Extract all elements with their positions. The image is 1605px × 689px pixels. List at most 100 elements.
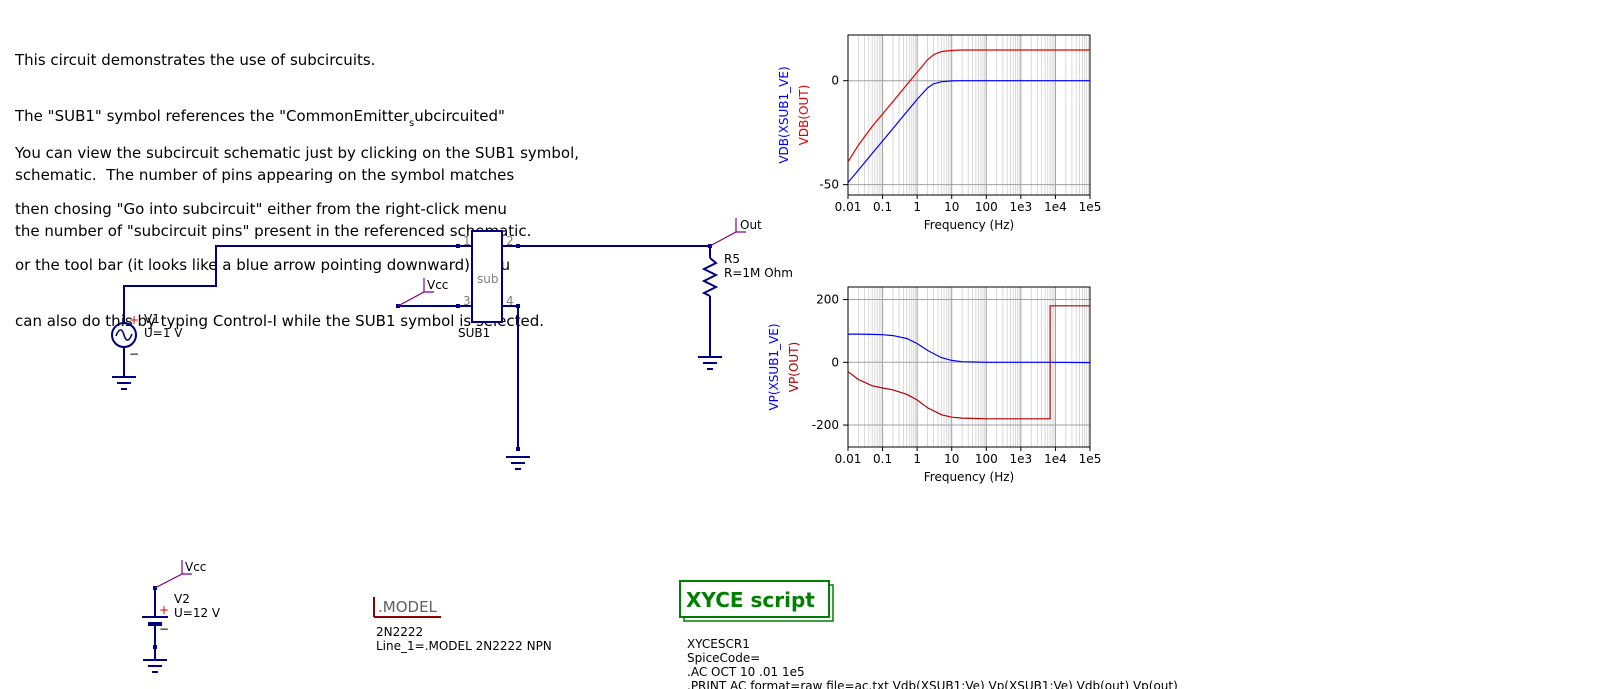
sub1-name: SUB1 — [458, 326, 490, 340]
axes-frame — [847, 286, 1091, 448]
ground-icon — [143, 659, 167, 673]
sub1-pin-label: 3 — [463, 294, 471, 308]
v2-plus: + — [159, 603, 169, 617]
xyce-line: XYCESCR1 — [687, 637, 750, 651]
wire-sub1-to-r5[interactable] — [518, 245, 711, 252]
description-paragraph-1: This circuit demonstrates the use of sub… — [15, 14, 531, 277]
series-line — [847, 80, 1090, 183]
x-tick-label: 1 — [913, 452, 921, 466]
x-tick-label: 100 — [975, 452, 998, 466]
ground-icon — [698, 356, 722, 370]
x-tick-label: 1e3 — [1010, 200, 1033, 214]
description-line: The "SUB1" symbol references the "Common… — [15, 107, 531, 129]
x-tick-label: 0.1 — [873, 452, 892, 466]
x-tick-label: 0.01 — [835, 452, 862, 466]
vcc-label-text: Vcc — [427, 278, 448, 292]
x-tick-label: 1e5 — [1079, 452, 1102, 466]
magnitude-chart: 0.01 0.1 1 10 100 1e3 1e4 1e5 0 -50 Frequency (Hz)… — [777, 34, 1102, 232]
y-tick-label: -50 — [819, 178, 839, 192]
v1-name: V1 — [144, 312, 160, 326]
sub1-pin-label: 2 — [506, 234, 514, 248]
xyce-line: SpiceCode= — [687, 651, 760, 665]
description-line: or the tool bar (it looks like a blue ar… — [15, 255, 511, 274]
v1-minus: − — [129, 347, 139, 361]
wires — [123, 245, 711, 449]
v1-plus: + — [129, 313, 139, 327]
r5-resistor[interactable]: R5 R=1M Ohm — [701, 246, 793, 306]
pin-dot — [516, 447, 520, 451]
phase-chart: 0.01 0.1 1 10 100 1e3 1e4 1e5 200 0 -200 Frequency … — [767, 286, 1102, 484]
v2-value: U=12 V — [174, 606, 221, 620]
description-line: can also do this by typing Control-I whi… — [15, 311, 545, 330]
x-tick-label: 0.1 — [873, 200, 892, 214]
r5-name: R5 — [724, 252, 740, 266]
x-tick-label: 10 — [944, 200, 959, 214]
sub1-pin-label: 4 — [506, 294, 514, 308]
x-tick-label: 1e4 — [1044, 200, 1067, 214]
y-tick-label: -200 — [812, 418, 839, 432]
x-axis-label: Frequency (Hz) — [924, 470, 1015, 484]
xyce-line: .AC OCT 10 .01 1e5 — [687, 665, 805, 679]
v2-name: V2 — [174, 592, 190, 606]
plot-area — [848, 35, 1090, 195]
model-block[interactable]: .MODEL 2N2222 Line_1=.MODEL 2N2222 NPN — [373, 597, 552, 653]
x-tick-label: 1e5 — [1079, 200, 1102, 214]
x-tick-label: 10 — [944, 452, 959, 466]
v2-dc-source[interactable]: + − V2 U=12 V — [142, 586, 221, 660]
x-tick-label: 1e3 — [1010, 452, 1033, 466]
sine-icon — [115, 329, 133, 341]
xyce-line: .PRINT AC format=raw file=ac.txt Vdb(XSU… — [687, 679, 1178, 689]
sub1-body-label: sub — [477, 272, 498, 286]
model-name: 2N2222 — [376, 625, 423, 639]
x-tick-label: 1 — [913, 200, 921, 214]
description-subscript: s — [408, 117, 415, 129]
series-line — [847, 305, 1090, 420]
y-axis-label: VP(OUT) — [787, 342, 801, 392]
model-title: .MODEL — [378, 598, 438, 616]
r5-value: R=1M Ohm — [724, 266, 793, 280]
v1-value: U=1 V — [144, 326, 183, 340]
out-net-label[interactable]: Out — [709, 218, 762, 247]
description-line: then chosing "Go into subcircuit" either… — [15, 199, 507, 218]
y-tick-label: 0 — [831, 74, 839, 88]
model-line: Line_1=.MODEL 2N2222 NPN — [376, 639, 552, 653]
xyce-title: XYCE script — [686, 588, 815, 612]
vcc2-net-label[interactable]: Vcc — [154, 560, 206, 589]
vcc-net-label[interactable]: Vcc — [397, 278, 448, 307]
series-line — [847, 49, 1090, 163]
out-label-text: Out — [740, 218, 762, 232]
xyce-box — [679, 580, 830, 618]
sub1-body — [471, 230, 503, 323]
net-label-flag — [397, 291, 434, 307]
net-label-flag — [154, 573, 192, 589]
resistor-zigzag — [701, 257, 719, 297]
description-line: You can view the subcircuit schematic ju… — [15, 144, 580, 163]
v1-ac-source[interactable]: + − V1 U=1 V — [111, 306, 183, 364]
x-tick-label: 1e4 — [1044, 452, 1067, 466]
y-axis-label: VP(XSUB1_VE) — [767, 323, 781, 410]
xyce-script-block[interactable]: XYCE script XYCESCR1 SpiceCode= .AC OCT … — [679, 580, 1178, 689]
y-axis-label: VDB(XSUB1_VE) — [777, 66, 791, 163]
sub1-subcircuit[interactable]: sub 1 2 3 4 SUB1 — [458, 230, 518, 340]
v2-minus: − — [159, 622, 169, 636]
sub1-pin-label: 1 — [463, 234, 471, 248]
net-label-flag — [709, 231, 746, 247]
x-axis-label: Frequency (Hz) — [924, 218, 1015, 232]
pin-dots — [396, 244, 712, 451]
x-tick-label: 100 — [975, 200, 998, 214]
vcc2-label-text: Vcc — [185, 560, 206, 574]
description-line: schematic. The number of pins appearing … — [15, 165, 515, 184]
description-line-text: The "SUB1" symbol references the "Common… — [15, 106, 409, 125]
wire-v1-to-sub1[interactable] — [123, 245, 458, 306]
series-line — [848, 333, 1091, 364]
description-paragraph-2: You can view the subcircuit schematic ju… — [15, 107, 579, 367]
pin-dot — [153, 645, 157, 649]
ground-icon — [506, 456, 530, 470]
y-tick-label: 200 — [816, 293, 839, 307]
y-tick-label: 0 — [831, 355, 839, 369]
x-tick-label: 0.01 — [835, 200, 862, 214]
y-axis-label: VDB(OUT) — [797, 85, 811, 146]
description-line: This circuit demonstrates the use of sub… — [15, 51, 376, 70]
axes-frame — [847, 34, 1091, 196]
